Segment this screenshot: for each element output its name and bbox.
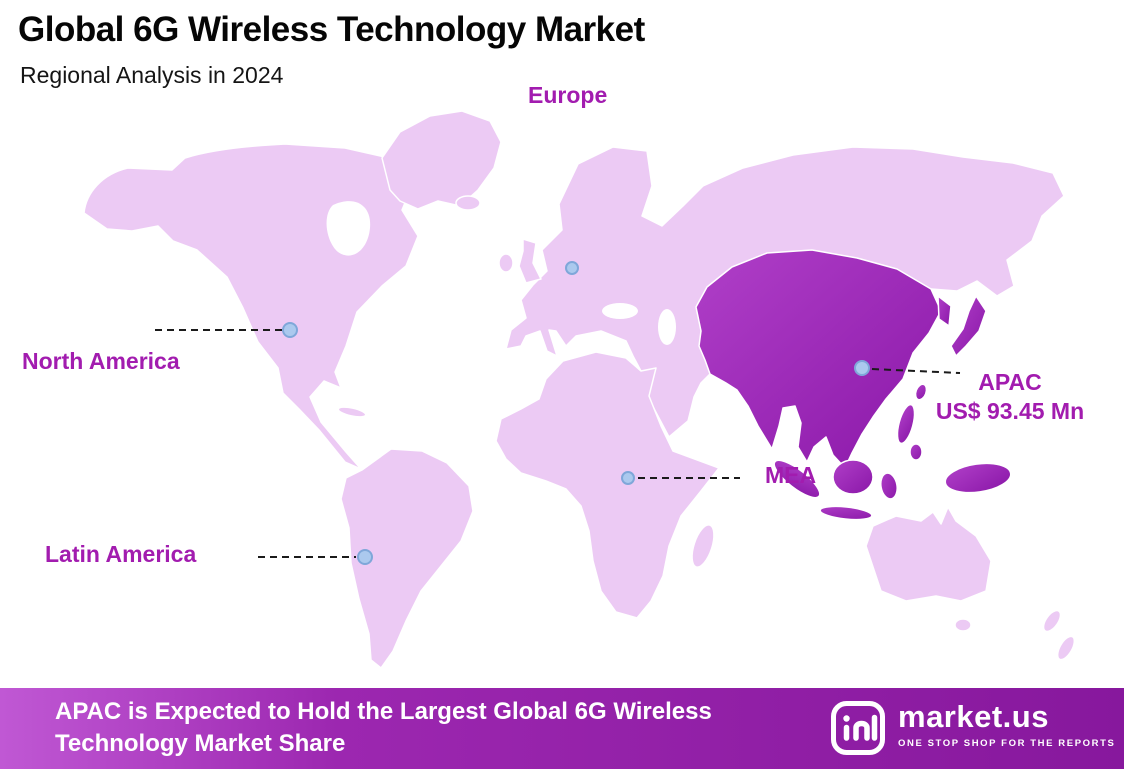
apac-philippines-south [909, 443, 923, 461]
brand-name: market.us [898, 699, 1049, 734]
landmass-cuba [337, 406, 367, 418]
black-sea [602, 303, 638, 319]
banner-line-2: Technology Market Share [55, 730, 346, 757]
label-latin-america: Latin America [45, 541, 197, 567]
landmass-tasmania [954, 618, 972, 632]
caspian-sea [658, 309, 676, 345]
landmass-australia [865, 506, 992, 602]
landmass-new-zealand-north [1042, 609, 1062, 633]
landmass-north-america [83, 143, 419, 470]
banner-line-1: APAC is Expected to Hold the Largest Glo… [55, 698, 712, 725]
marker-latin-america [357, 549, 373, 565]
page-title: Global 6G Wireless Technology Market [18, 10, 645, 49]
apac-philippines-north [896, 403, 916, 445]
marker-apac [854, 360, 870, 376]
landmass-africa [495, 351, 720, 619]
apac-java [819, 505, 873, 521]
label-mea: MEA [765, 462, 817, 488]
label-north-america: North America [22, 348, 180, 374]
marker-north-america [282, 322, 298, 338]
brand-tagline: ONE STOP SHOP FOR THE REPORTS [898, 738, 1116, 749]
marketus-logo-icon [831, 701, 885, 755]
apac-mainland [695, 249, 942, 469]
apac-sulawesi [880, 472, 898, 500]
apac-japan [950, 295, 987, 357]
landmass-ireland [498, 253, 514, 273]
landmass-greenland [381, 110, 502, 210]
label-apac-value: US$ 93.45 Mn [935, 398, 1085, 424]
apac-new-guinea [944, 462, 1012, 494]
hudson-bay [326, 201, 371, 256]
landmass-south-america [340, 448, 474, 669]
apac-korea [937, 295, 952, 327]
label-europe: Europe [528, 82, 608, 108]
apac-sumatra [773, 459, 821, 499]
landmass-madagascar [691, 524, 715, 568]
marker-mea [621, 471, 635, 485]
region-apac-highlight [695, 249, 1012, 521]
marker-europe [565, 261, 579, 275]
label-apac: APAC US$ 93.45 Mn [905, 368, 1115, 426]
label-apac-name: APAC [978, 369, 1042, 395]
apac-borneo [832, 459, 874, 495]
marketus-logo: market.us ONE STOP SHOP FOR THE REPORTS [830, 700, 1115, 756]
banner-text: APAC is Expected to Hold the Largest Glo… [55, 696, 712, 760]
landmass-iceland [455, 195, 481, 211]
logo-words: market.us ONE STOP SHOP FOR THE REPORTS [898, 699, 1116, 750]
leader-line-apac [871, 368, 961, 374]
landmass-new-zealand-south [1056, 635, 1076, 661]
page-subtitle: Regional Analysis in 2024 [20, 62, 284, 88]
apac-taiwan [914, 383, 928, 401]
footer-banner: APAC is Expected to Hold the Largest Glo… [0, 688, 1124, 769]
landmass-britain [518, 238, 542, 284]
